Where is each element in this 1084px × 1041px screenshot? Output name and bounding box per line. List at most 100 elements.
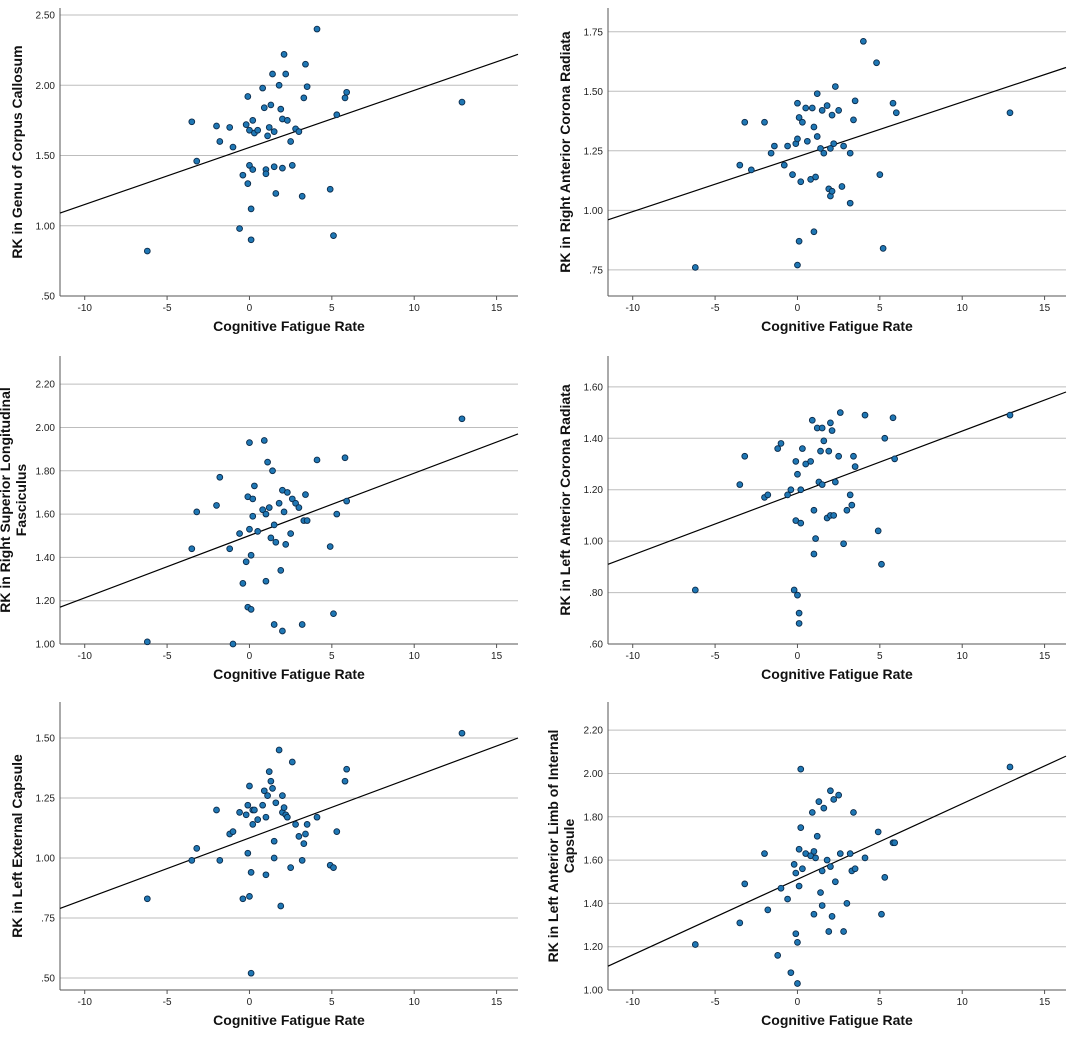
data-point	[767, 149, 775, 157]
data-point	[810, 123, 818, 131]
y-tick-label: 1.00	[36, 854, 56, 865]
data-point	[247, 236, 255, 244]
data-point	[794, 261, 801, 269]
data-point	[303, 821, 311, 828]
data-point	[143, 895, 151, 903]
data-point	[249, 821, 257, 828]
data-point	[229, 828, 237, 835]
scatter-chart: 1.00 1.20 1.40 1.60 1.80 2.00 2.20 -10 -5 0 5 10 15 C…	[0, 356, 519, 682]
data-point	[846, 491, 854, 499]
data-point	[810, 228, 818, 236]
y-tick-label: 1.40	[584, 434, 604, 445]
fit-line	[59, 433, 519, 608]
data-point	[736, 161, 744, 169]
y-axis-title: RK in Genu of Corpus Callosum	[9, 45, 25, 258]
y-axis-title: RK in Left Anterior Limb of InternalCaps…	[545, 730, 577, 963]
scatter-panel-left-external-capsule: .50 .75 1.00 1.25 1.50 -10 -5 0 5 10 15 Cognitive F…	[0, 694, 536, 1036]
y-axis-title-line: Fasciculus	[13, 464, 29, 537]
data-point	[298, 857, 306, 864]
x-tick-label: 5	[329, 303, 335, 314]
data-point	[295, 504, 303, 511]
data-point	[213, 122, 220, 130]
data-point	[326, 543, 334, 550]
data-point	[242, 558, 250, 566]
data-point	[799, 865, 806, 873]
data-point	[825, 447, 833, 455]
data-point	[270, 163, 278, 171]
data-point	[825, 928, 833, 935]
scatter-chart: .50 1.00 1.50 2.00 2.50 -10 -5 0 5 10 15 Cognitive …	[9, 8, 519, 334]
x-tick-label: -10	[77, 303, 92, 314]
data-point	[302, 830, 309, 838]
data-point	[878, 560, 885, 568]
y-axis-title: RK in Right Superior LongitudinalFascicu…	[0, 387, 29, 613]
data-point	[313, 25, 321, 33]
data-point	[341, 94, 349, 102]
data-point	[892, 109, 900, 117]
data-point	[794, 591, 801, 599]
x-tick-label: 15	[491, 997, 503, 1008]
data-point	[239, 580, 247, 587]
data-point	[807, 458, 814, 465]
x-tick-label: 0	[247, 303, 253, 314]
data-point	[298, 621, 306, 628]
data-point	[279, 792, 286, 799]
data-point	[226, 545, 234, 553]
data-point	[1006, 763, 1014, 771]
data-point	[292, 821, 299, 828]
scatter-chart: 1.00 1.20 1.40 1.60 1.80 2.00 2.20 -10 -5 0 5 10 15 C…	[545, 702, 1067, 1028]
data-point	[828, 913, 836, 920]
data-point	[267, 534, 275, 542]
data-point	[272, 799, 280, 807]
scatter-panel-genu-corpus-callosum: .50 1.00 1.50 2.00 2.50 -10 -5 0 5 10 15 Cognitive …	[0, 0, 536, 342]
x-tick-label: -10	[625, 303, 640, 314]
data-point	[229, 640, 237, 648]
y-tick-label: 1.60	[584, 856, 604, 867]
data-point	[295, 128, 303, 135]
data-point	[810, 506, 818, 514]
data-point	[797, 519, 805, 527]
y-tick-label: .80	[589, 588, 603, 599]
data-point	[216, 138, 224, 145]
data-point	[143, 247, 151, 255]
data-point	[216, 473, 224, 481]
data-point	[260, 437, 268, 444]
y-tick-label: 1.25	[584, 146, 604, 157]
data-point	[254, 528, 262, 535]
x-tick-label: 10	[409, 651, 421, 662]
y-tick-label: 1.20	[36, 596, 56, 607]
x-tick-label: 10	[409, 303, 421, 314]
data-point	[797, 178, 805, 186]
data-point	[313, 456, 321, 464]
data-point	[267, 101, 275, 109]
data-point	[249, 166, 257, 173]
data-point	[246, 525, 253, 533]
data-point	[260, 104, 268, 112]
data-point	[774, 445, 782, 452]
data-point	[254, 816, 262, 823]
x-tick-label: -5	[163, 997, 172, 1008]
data-point	[279, 164, 286, 172]
x-tick-label: 10	[957, 997, 969, 1008]
y-tick-label: .50	[41, 974, 55, 985]
data-point	[282, 541, 290, 548]
data-point	[787, 969, 795, 977]
data-point	[774, 952, 782, 959]
data-point	[784, 142, 791, 150]
data-point	[850, 809, 857, 816]
data-point	[808, 809, 816, 816]
data-point	[326, 185, 334, 193]
data-point	[270, 128, 278, 135]
data-point	[341, 777, 349, 785]
data-point	[216, 857, 224, 864]
data-point	[259, 506, 266, 514]
data-point	[787, 486, 795, 494]
data-point	[193, 845, 201, 852]
data-point	[333, 828, 341, 835]
data-point	[279, 627, 286, 635]
data-point	[850, 452, 857, 460]
data-point	[808, 104, 816, 112]
x-tick-label: 10	[957, 651, 969, 662]
y-axis-title-line: Capsule	[561, 819, 577, 874]
data-point	[843, 506, 851, 514]
